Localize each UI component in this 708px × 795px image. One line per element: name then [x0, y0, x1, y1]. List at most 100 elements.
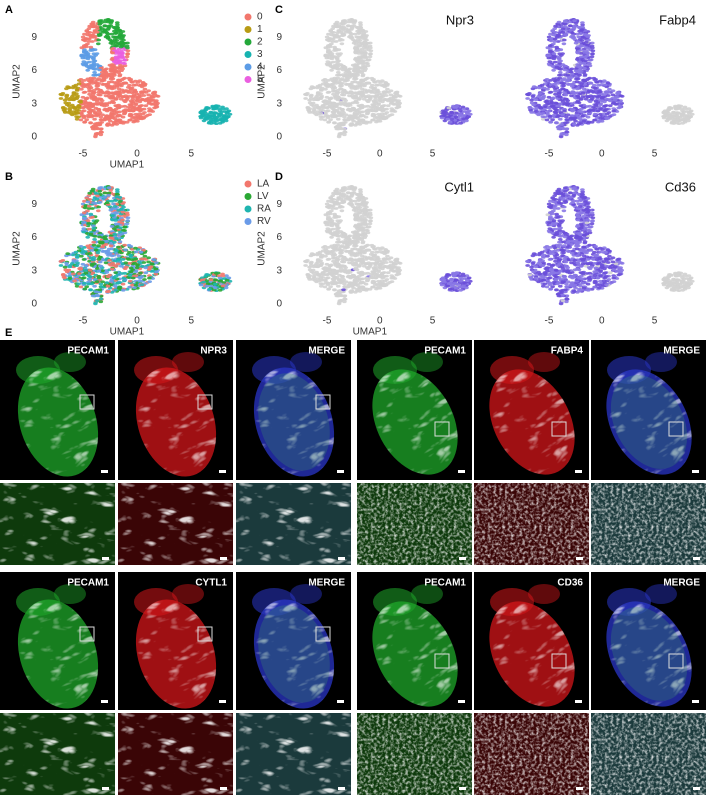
cell-point: [562, 68, 568, 72]
cell-point: [353, 100, 358, 104]
scatter-plot: [58, 18, 233, 139]
cell-point: [349, 108, 354, 112]
cell-point: [139, 116, 145, 120]
cell-point: [204, 112, 210, 116]
x-tick-label: 0: [134, 149, 140, 160]
cell-point: [90, 40, 95, 43]
cell-point: [100, 280, 105, 284]
cell-point: [139, 283, 145, 287]
cell-point: [78, 285, 84, 289]
cell-point: [381, 90, 387, 94]
cell-point: [119, 221, 125, 225]
cell-point: [110, 40, 115, 43]
cell-point: [579, 25, 585, 29]
cell-point: [116, 254, 122, 258]
cell-point: [223, 119, 229, 123]
cell-point: [584, 41, 589, 44]
cell-point: [110, 47, 115, 50]
cell-point: [109, 100, 115, 104]
cell-point: [667, 117, 672, 121]
cell-point: [380, 271, 386, 275]
cell-point: [204, 117, 210, 121]
x-tick-label: 0: [599, 149, 605, 160]
cell-point: [389, 109, 395, 113]
cell-point: [579, 82, 584, 86]
cell-point: [668, 115, 673, 119]
cell-point: [153, 100, 159, 104]
cell-point: [90, 20, 96, 24]
cell-point: [396, 100, 401, 104]
cell-point: [593, 86, 598, 90]
cell-point: [127, 279, 133, 283]
cell-point: [549, 102, 554, 105]
cell-point: [331, 60, 336, 64]
cell-point: [88, 65, 94, 69]
cell-point: [116, 119, 122, 123]
cell-point: [671, 111, 677, 115]
cell-point: [91, 201, 96, 205]
legend-swatch: [244, 13, 252, 21]
cell-point: [97, 200, 103, 204]
cell-point: [341, 22, 346, 26]
cell-point: [127, 95, 132, 98]
cell-point: [669, 120, 675, 124]
y-axis-label: UMAP2: [257, 64, 268, 99]
cell-point: [571, 27, 577, 30]
cell-point: [332, 121, 337, 125]
y-tick-label: 9: [31, 199, 37, 210]
cell-point: [138, 250, 144, 254]
cell-point: [335, 76, 341, 80]
cell-point: [583, 33, 588, 36]
cell-point: [96, 244, 101, 248]
cell-point: [128, 103, 134, 107]
cell-point: [558, 117, 563, 121]
scatter-plot: [58, 185, 233, 306]
cell-point: [364, 121, 369, 125]
cell-point: [120, 258, 126, 261]
cell-point: [208, 117, 214, 121]
legend-swatch: [244, 51, 252, 58]
cell-point: [85, 33, 91, 37]
cell-point: [580, 21, 585, 25]
cell-point: [362, 54, 368, 58]
cell-point: [125, 219, 130, 223]
cell-point: [381, 83, 386, 87]
cell-point: [82, 39, 88, 43]
cell-point: [363, 51, 368, 55]
cell-point: [582, 66, 587, 70]
cell-point: [338, 113, 344, 117]
cell-point: [362, 41, 367, 44]
cell-point: [92, 234, 98, 238]
cell-point: [133, 83, 139, 87]
cell-point: [358, 95, 364, 99]
cell-point: [106, 19, 112, 23]
cell-point: [560, 27, 566, 31]
cell-point: [81, 258, 87, 261]
cell-point: [559, 81, 564, 85]
cell-point: [563, 19, 568, 23]
cell-point: [334, 127, 340, 131]
cell-point: [449, 117, 455, 121]
cell-point: [305, 106, 311, 110]
cell-point: [303, 97, 308, 100]
cell-point: [90, 187, 96, 191]
cell-point: [120, 91, 126, 94]
cell-point: [120, 282, 126, 286]
legend-label: 0: [257, 12, 263, 23]
cell-point: [453, 115, 459, 119]
cell-point: [530, 94, 536, 98]
cell-point: [106, 191, 112, 195]
cell-point: [91, 73, 96, 77]
cell-point: [93, 302, 98, 306]
cell-point: [70, 86, 76, 90]
cell-point: [330, 37, 336, 41]
cell-point: [340, 109, 345, 113]
cell-point: [549, 104, 555, 108]
cell-point: [88, 232, 94, 236]
cell-point: [380, 104, 386, 108]
cell-point: [135, 97, 140, 100]
cell-point: [327, 102, 332, 105]
cell-point: [556, 34, 562, 37]
cell-point: [98, 97, 103, 101]
cell-point: [205, 282, 211, 286]
